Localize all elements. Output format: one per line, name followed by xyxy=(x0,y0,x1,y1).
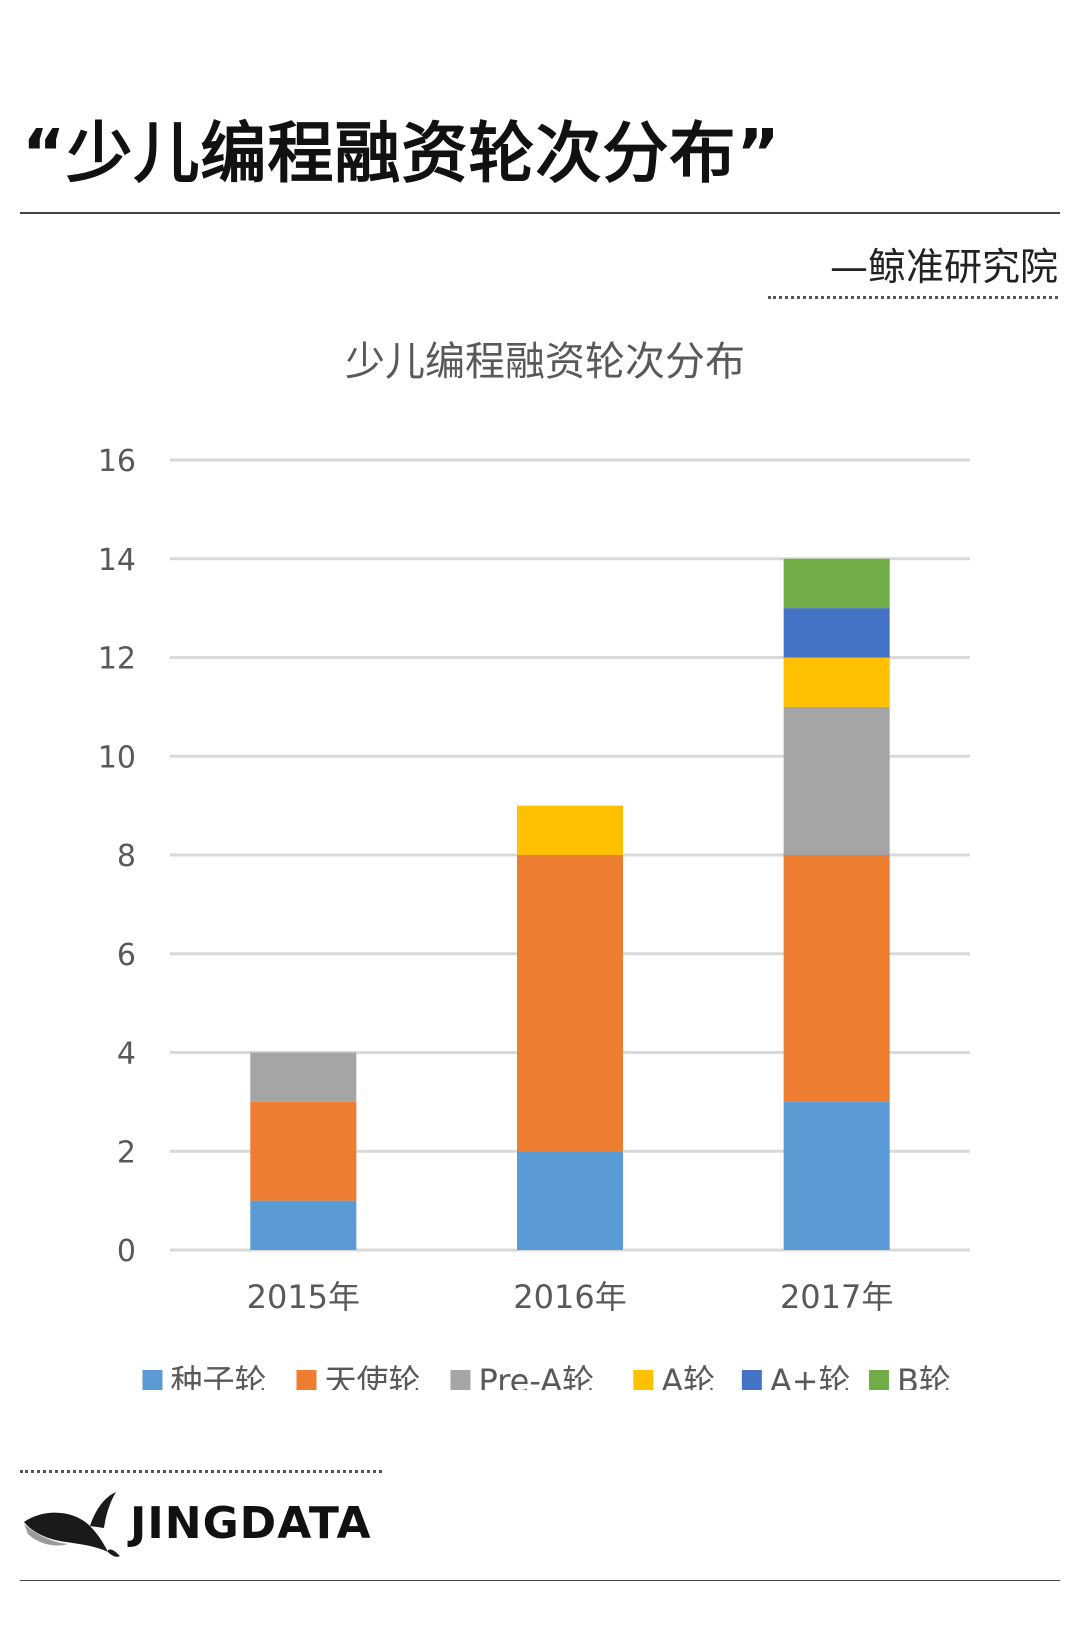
legend-label-3: Pre-A轮 xyxy=(478,1362,594,1390)
legend-label-2: 天使轮 xyxy=(324,1362,420,1390)
y-tick-label-4: 4 xyxy=(117,1037,136,1072)
legend-swatch-4 xyxy=(633,1370,654,1390)
y-tick-label-8: 8 xyxy=(117,839,136,874)
y-tick-label-0: 0 xyxy=(117,1234,136,1269)
bar-segment-1-1 xyxy=(250,1200,357,1250)
legend-swatch-5 xyxy=(741,1370,762,1390)
x-tick-label-2: 2016年 xyxy=(513,1278,626,1316)
bar-segment-3-2 xyxy=(783,855,890,1102)
brand-block: JINGDATA xyxy=(22,1484,382,1564)
legend-label-4: A轮 xyxy=(661,1362,715,1390)
bottom-divider xyxy=(20,1580,1060,1581)
bar-segment-3-6 xyxy=(783,558,890,609)
y-tick-label-12: 12 xyxy=(98,642,136,677)
legend-label-5: A+轮 xyxy=(770,1362,851,1390)
x-tick-label-3: 2017年 xyxy=(780,1278,893,1316)
legend-swatch-3 xyxy=(450,1370,471,1390)
bar-segment-3-1 xyxy=(783,1101,890,1250)
bar-segment-2-1 xyxy=(517,1151,623,1250)
bar-segment-3-4 xyxy=(783,657,890,707)
legend-label-6: B轮 xyxy=(897,1362,951,1390)
brand-name: JINGDATA xyxy=(130,1498,372,1549)
bar-segment-3-3 xyxy=(783,706,890,855)
brand-dotted-separator xyxy=(20,1470,382,1473)
bar-segment-1-2 xyxy=(250,1101,357,1201)
source-dotted-underline xyxy=(768,296,1058,299)
source-credit: —鲸准研究院 xyxy=(829,245,1058,289)
bar-segment-1-3 xyxy=(250,1052,357,1102)
legend-swatch-2 xyxy=(296,1370,317,1390)
x-tick-label-1: 2015年 xyxy=(247,1278,360,1316)
page-headline: “少儿编程融资轮次分布” xyxy=(22,115,781,192)
y-tick-label-2: 2 xyxy=(117,1135,136,1170)
stacked-bar-chart: 少儿编程融资轮次分布 0 2 4 6 8 10 12 14 16 2015年 2016年 2017年种子… xyxy=(98,339,970,1390)
chart-title: 少儿编程融资轮次分布 xyxy=(345,339,745,385)
legend-swatch-1 xyxy=(142,1370,163,1390)
legend-label-1: 种子轮 xyxy=(170,1362,266,1390)
bar-segment-2-4 xyxy=(517,805,623,855)
y-tick-label-10: 10 xyxy=(98,740,136,775)
whale-logo-icon xyxy=(24,1492,120,1557)
bar-segment-2-2 xyxy=(517,855,623,1152)
y-tick-label-6: 6 xyxy=(117,938,136,973)
bar-segment-3-5 xyxy=(783,608,890,658)
y-tick-label-14: 14 xyxy=(98,543,136,578)
legend-swatch-6 xyxy=(868,1370,889,1390)
top-divider xyxy=(20,212,1060,214)
y-tick-label-16: 16 xyxy=(98,444,136,479)
